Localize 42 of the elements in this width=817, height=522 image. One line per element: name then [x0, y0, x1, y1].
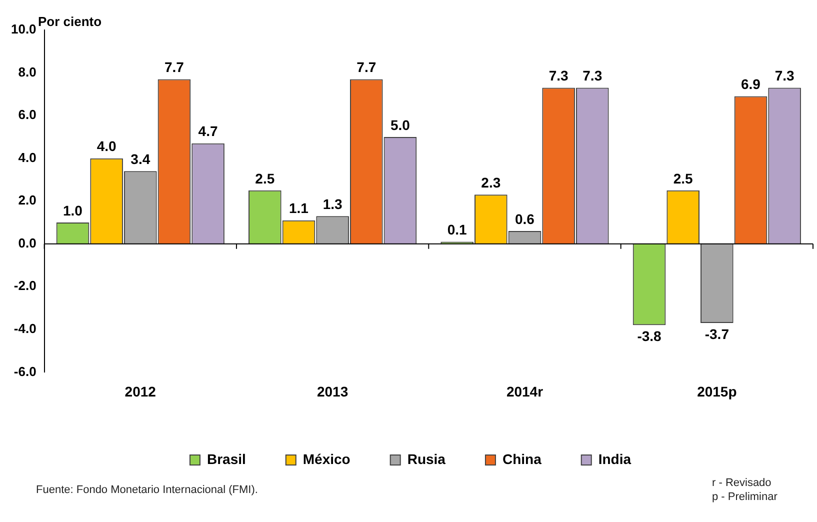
data-label: 2.3: [481, 174, 501, 191]
y-tick-label: -4.0: [14, 321, 36, 336]
data-label: 2.5: [673, 170, 694, 186]
data-label: 7.3: [774, 68, 794, 84]
y-tick-label: -6.0: [14, 364, 36, 379]
data-label: 7.7: [356, 59, 376, 76]
data-label: 1.0: [63, 202, 83, 218]
data-label: 3.4: [130, 151, 150, 168]
data-label: 6.9: [741, 76, 761, 92]
data-label: 7.3: [548, 68, 568, 84]
x-tick-label: 2012: [124, 383, 156, 400]
data-label: 5.0: [390, 116, 410, 133]
x-tick-label: 2013: [316, 383, 348, 400]
data-label: 1.3: [322, 196, 343, 212]
data-label: 1.1: [289, 200, 309, 216]
y-tick-label: 8.0: [18, 64, 36, 80]
text: r - Revisado: [712, 477, 772, 489]
y-tick-label: -2.0: [14, 278, 36, 294]
text: p - Preliminar: [712, 491, 778, 503]
data-label: 0.1: [447, 222, 468, 238]
y-tick-label: 4.0: [18, 150, 36, 165]
data-label: 7.7: [164, 59, 184, 76]
legend-label: México: [302, 450, 350, 467]
legend-label: Rusia: [407, 450, 446, 467]
data-label: 4.7: [198, 123, 218, 140]
data-label: -3.8: [637, 328, 662, 344]
y-tick-label: 2.0: [18, 192, 36, 208]
y-tick-label: 6.0: [18, 107, 36, 122]
y-axis-title: Por ciento: [38, 14, 102, 29]
legend-label: China: [502, 450, 542, 467]
legend-label: Brasil: [206, 450, 246, 467]
legend-label: India: [598, 450, 632, 467]
y-tick-label: 0.0: [18, 235, 36, 250]
data-label: 2.5: [255, 170, 275, 186]
x-tick-label: 2015p: [697, 383, 737, 400]
source-note: Fuente: Fondo Monetario Internacional (FMI).: [36, 484, 258, 496]
y-tick-label: 10.0: [10, 22, 36, 37]
x-tick-label: 2014r: [506, 383, 544, 400]
data-label: 7.3: [582, 68, 602, 84]
data-label: 0.6: [515, 210, 535, 227]
data-label: 4.0: [96, 138, 117, 154]
data-label: -3.7: [704, 326, 730, 342]
